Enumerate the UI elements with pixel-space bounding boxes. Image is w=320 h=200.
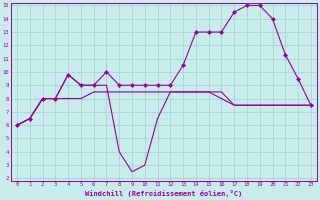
X-axis label: Windchill (Refroidissement éolien,°C): Windchill (Refroidissement éolien,°C) <box>85 190 243 197</box>
